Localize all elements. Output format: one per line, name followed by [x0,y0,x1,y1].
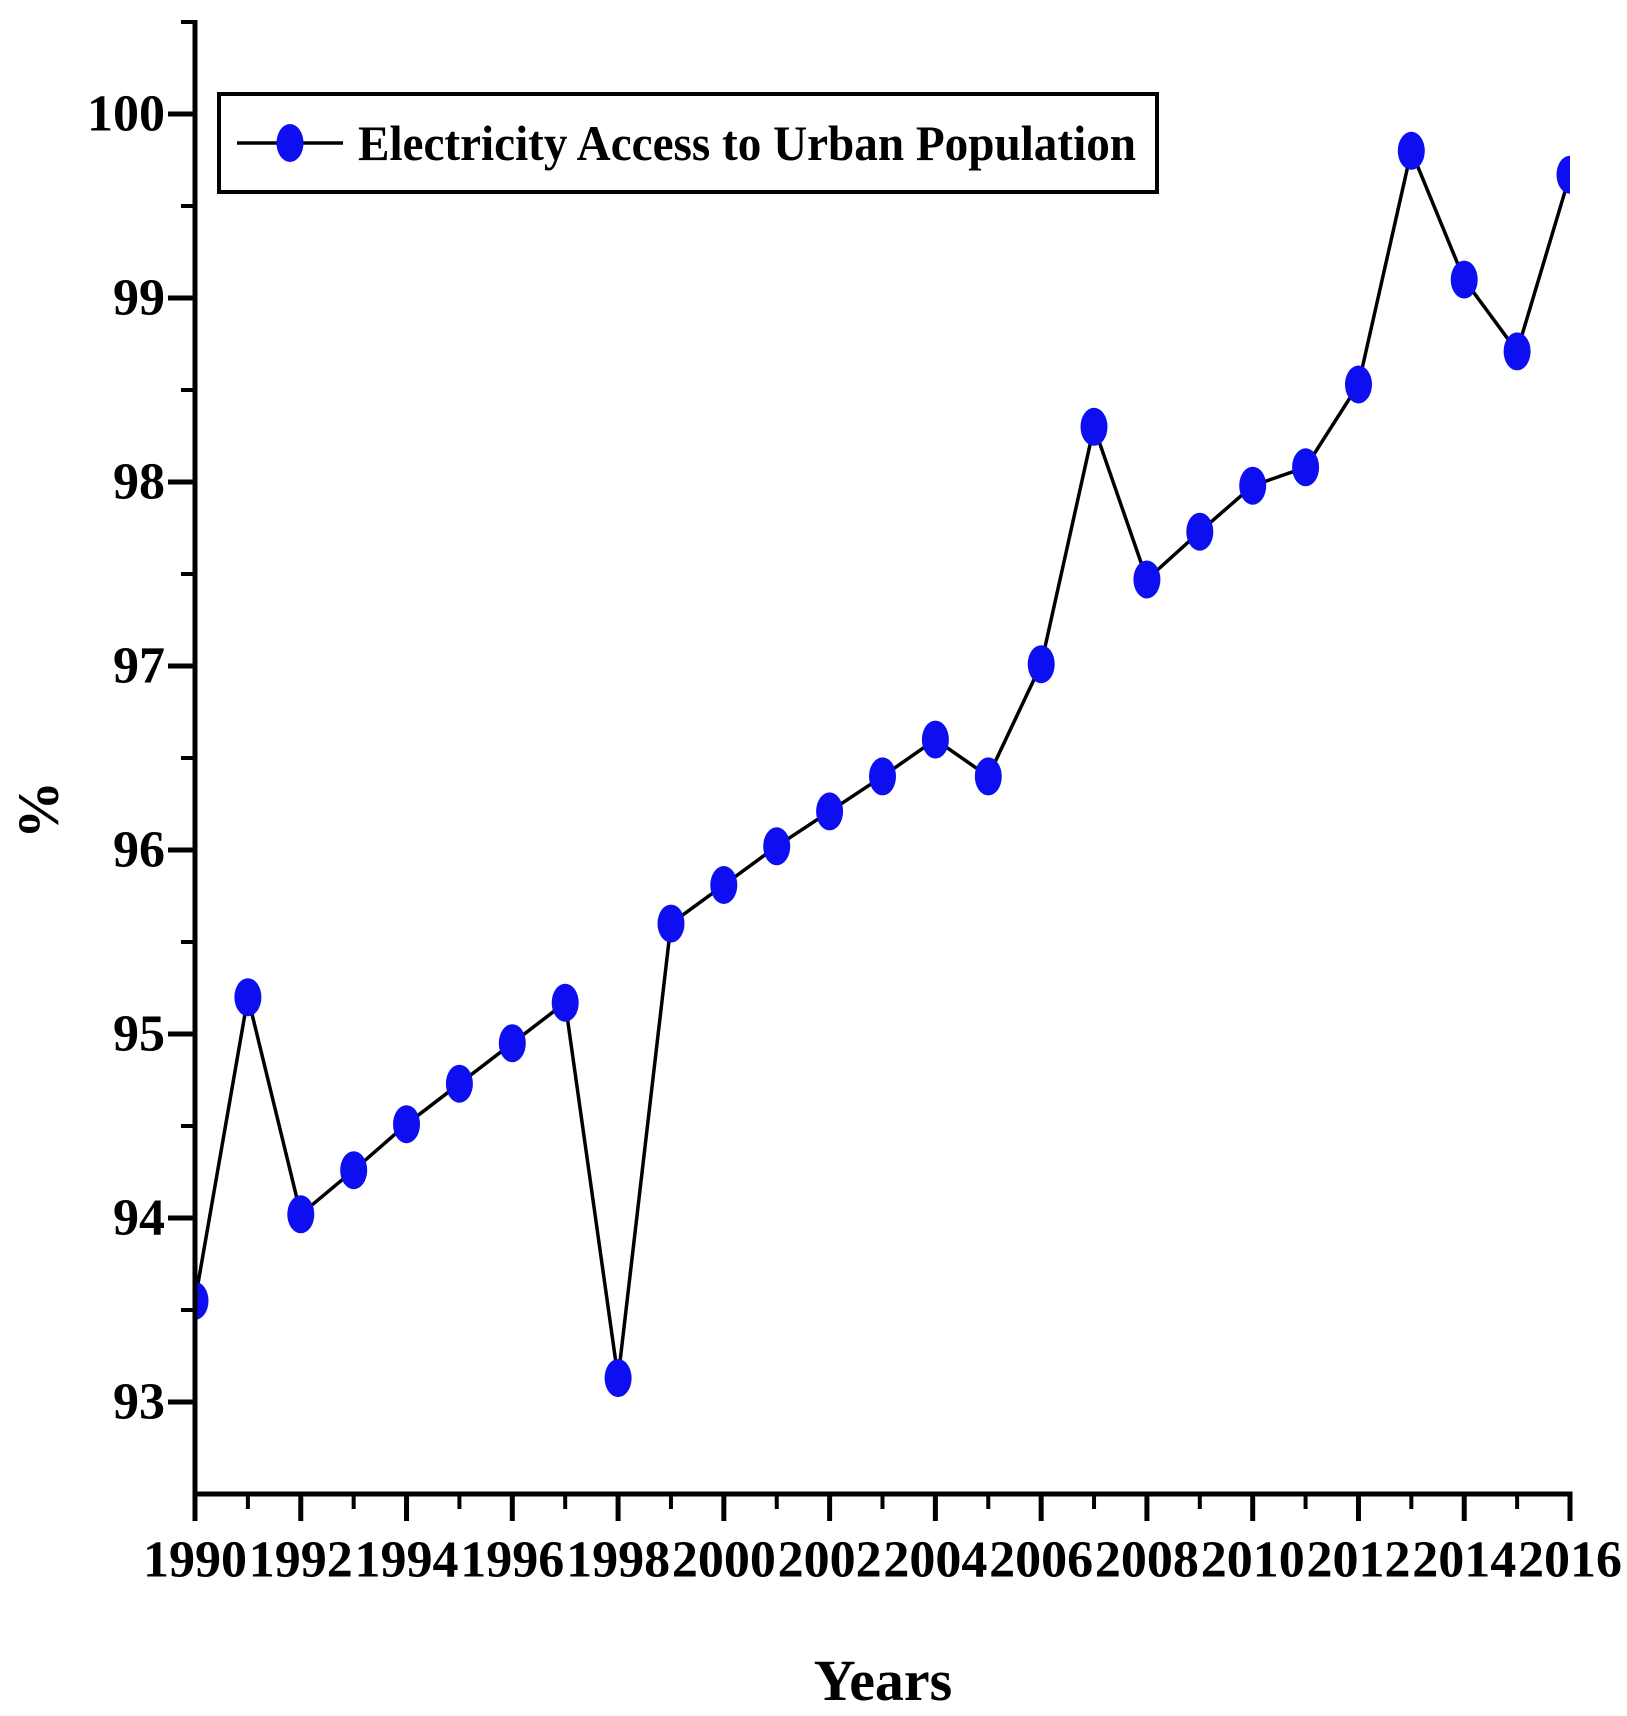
data-point [1186,512,1214,551]
data-point [1292,448,1320,487]
x-tick-label: 1990 [143,1532,247,1589]
y-axis-title: % [6,781,71,839]
data-point [921,720,949,759]
data-point [974,757,1002,796]
data-point [1239,466,1267,505]
data-point [763,827,791,866]
data-point [1450,260,1478,299]
x-tick-label: 2000 [672,1532,776,1589]
data-point [340,1151,368,1190]
x-tick-label: 2014 [1412,1532,1516,1589]
data-point [1503,332,1531,371]
data-point [393,1105,420,1144]
legend: Electricity Access to Urban Population [217,92,1159,194]
x-tick-label: 2010 [1201,1532,1305,1589]
y-tick-label: 96 [113,822,165,879]
y-tick-label: 95 [113,1006,165,1063]
data-point [498,1024,526,1063]
data-point [1027,645,1055,684]
x-tick-label: 2002 [778,1532,882,1589]
data-point [869,757,896,796]
data-point [234,978,262,1017]
data-point [1133,560,1161,599]
x-tick-label: 2012 [1306,1532,1410,1589]
x-axis-title: Years [814,1648,953,1713]
data-point [816,792,844,831]
y-tick-label: 93 [113,1374,165,1431]
x-tick-label: 2008 [1095,1532,1199,1589]
y-tick-label: 99 [113,270,165,327]
x-tick-label: 2006 [989,1532,1093,1589]
data-point [1556,155,1570,194]
x-tick-label: 2004 [883,1532,987,1589]
x-tick-label: 1998 [566,1532,670,1589]
data-point [710,866,738,904]
series-group [195,131,1570,1398]
x-tick-label: 1994 [355,1532,459,1589]
x-tick-label: 1996 [460,1532,564,1589]
data-point [195,1281,209,1320]
x-tick-label: 2016 [1518,1532,1622,1589]
data-point [551,983,579,1022]
data-point [1397,131,1425,170]
data-point [1080,407,1108,446]
legend-label: Electricity Access to Urban Population [358,115,1136,171]
legend-marker [276,124,304,162]
data-point [287,1195,315,1234]
y-tick-label: 98 [113,454,165,511]
data-point [1345,365,1372,404]
data-point [604,1359,632,1398]
data-point [657,904,685,943]
data-point [445,1064,473,1103]
x-tick-label: 1992 [249,1532,353,1589]
legend-box [217,92,1159,194]
y-tick-label: 94 [113,1190,165,1247]
y-tick-label: 100 [87,86,165,143]
y-tick-label: 97 [113,638,165,695]
